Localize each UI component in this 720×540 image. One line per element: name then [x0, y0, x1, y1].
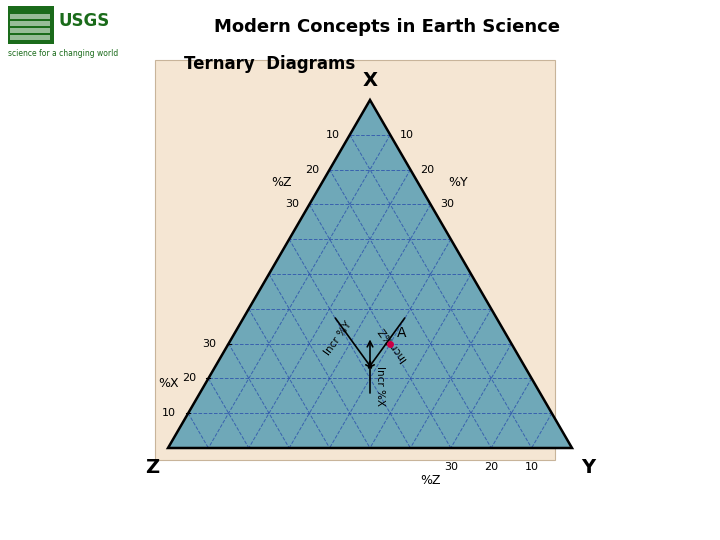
Text: 30: 30 [444, 462, 458, 472]
Text: USGS: USGS [58, 12, 109, 30]
Text: 10: 10 [400, 130, 414, 140]
Text: 10: 10 [325, 130, 340, 140]
Text: 20: 20 [182, 373, 197, 383]
Text: Incr %Z: Incr %Z [378, 326, 410, 363]
Bar [8, 6, 54, 44]
Text: 20: 20 [484, 462, 498, 472]
Text: 10: 10 [525, 462, 539, 472]
Text: %Z: %Z [420, 474, 441, 487]
Text: %X: %X [158, 377, 179, 390]
Text: 10: 10 [162, 408, 176, 418]
Text: 30: 30 [441, 199, 454, 210]
Text: Incr %Y: Incr %Y [323, 320, 354, 357]
Text: science for a changing world: science for a changing world [8, 49, 118, 58]
Text: Z: Z [145, 458, 159, 477]
Text: X: X [362, 71, 377, 90]
Text: 20: 20 [305, 165, 320, 174]
Text: %Y: %Y [449, 177, 468, 190]
Polygon shape [168, 100, 572, 448]
Text: 30: 30 [202, 339, 217, 349]
Bar [10, 21, 50, 26]
Text: Ternary  Diagrams: Ternary Diagrams [184, 55, 356, 73]
Text: 30: 30 [285, 199, 300, 210]
Text: A: A [397, 326, 407, 340]
Bar [10, 35, 50, 40]
Bar [10, 28, 50, 33]
Text: %Z: %Z [271, 177, 292, 190]
Bar [10, 14, 50, 19]
Text: Y: Y [581, 458, 595, 477]
Text: Incr %X: Incr %X [375, 366, 385, 406]
Bar [155, 60, 555, 460]
Text: 20: 20 [420, 165, 435, 174]
Text: Modern Concepts in Earth Science: Modern Concepts in Earth Science [214, 18, 560, 36]
